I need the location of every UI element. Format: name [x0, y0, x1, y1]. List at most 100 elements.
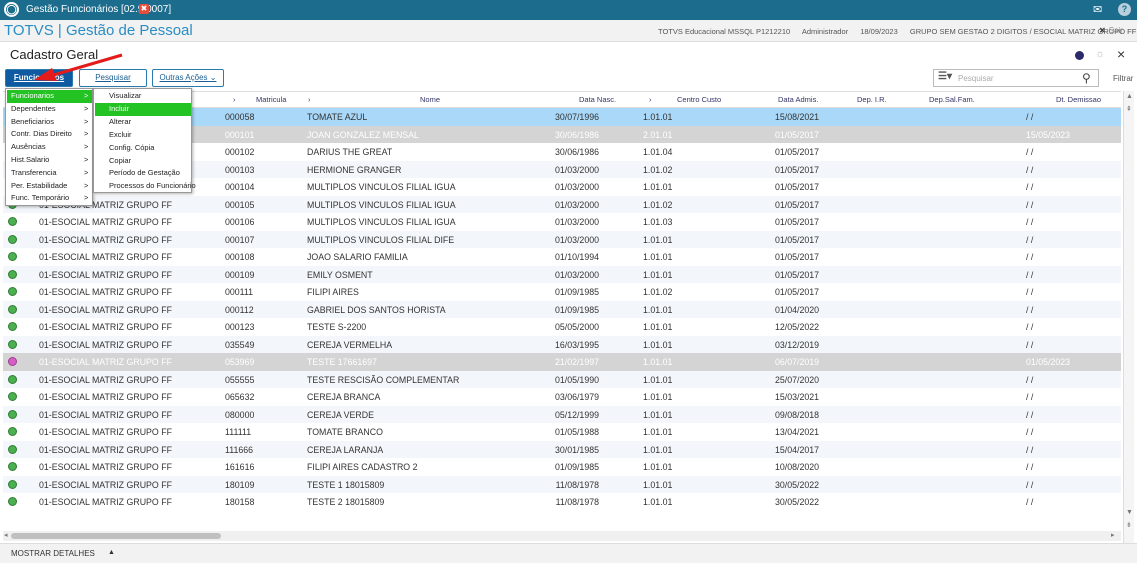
cell-cc: 1.01.01 — [643, 322, 673, 332]
table-row[interactable]: 01-ESOCIAL MATRIZ GRUPO FF 035549 CEREJA V… — [3, 335, 1121, 353]
submenu-item[interactable]: Período de Gestação — [109, 168, 180, 178]
show-details-button[interactable]: MOSTRAR DETALHES — [11, 549, 95, 558]
table-row[interactable]: 01-ESOCIAL MATRIZ GRUPO FF 161616 FILIPI A… — [3, 458, 1121, 476]
cell-matricula: 000108 — [225, 252, 255, 262]
col-dep-sal-fam[interactable]: Dep.Sal.Fam. — [929, 95, 975, 104]
mail-icon[interactable]: ✉ — [1093, 4, 1103, 16]
cell-nome: HERMIONE GRANGER — [307, 164, 402, 175]
cell-filial: 01-ESOCIAL MATRIZ GRUPO FF — [39, 287, 172, 297]
menu-item[interactable]: Contr. Dias Direito > — [7, 128, 92, 141]
horizontal-scrollbar[interactable]: ◂ ▸ — [3, 531, 1121, 541]
menu-item[interactable]: Dependentes > — [7, 103, 92, 116]
app-header: TOTVS | Gestão de Pessoal TOTVS Educacio… — [0, 20, 1137, 42]
table-row[interactable]: 01-ESOCIAL MATRIZ GRUPO FF 080000 CEREJA V… — [3, 405, 1121, 423]
table-row[interactable]: 01-ESOCIAL MATRIZ GRUPO FF 000108 JOAO SAL… — [3, 248, 1121, 266]
menu-item[interactable]: Transferencia > — [7, 167, 92, 180]
col-dep-ir[interactable]: Dep. I.R. — [857, 95, 887, 104]
scroll-up-icon[interactable]: ▲ — [1126, 93, 1133, 100]
status-dot-icon — [8, 287, 17, 296]
chevron-right-icon: > — [84, 91, 89, 100]
table-row[interactable]: 01-ESOCIAL MATRIZ GRUPO FF 000112 GABRIEL … — [3, 300, 1121, 318]
cell-matricula: 111111 — [225, 427, 252, 437]
sort-icon[interactable]: › — [233, 95, 236, 104]
cell-filial: 01-ESOCIAL MATRIZ GRUPO FF — [39, 392, 172, 402]
cell-matricula: 000103 — [225, 164, 255, 175]
cell-nome: FILIPI AIRES CADASTRO 2 — [307, 462, 418, 472]
search-input[interactable]: Pesquisar — [958, 74, 994, 83]
cell-matricula: 180158 — [225, 497, 255, 507]
chevron-up-icon[interactable]: ▲ — [108, 549, 115, 556]
pesquisar-button[interactable]: Pesquisar — [79, 69, 147, 87]
scroll-thumb[interactable] — [11, 533, 221, 539]
cell-filial: 01-ESOCIAL MATRIZ GRUPO FF — [39, 269, 172, 280]
scroll-top-icon[interactable]: ⇞ — [1126, 106, 1132, 113]
cell-cc: 1.01.01 — [643, 269, 673, 280]
close-icon[interactable]: × — [1117, 46, 1126, 62]
col-dt-demissao[interactable]: Dt. Demissao — [1056, 95, 1102, 104]
sort-icon[interactable]: › — [649, 95, 652, 104]
cell-cc: 1.01.01 — [643, 497, 673, 507]
filter-button[interactable]: Filtrar — [1113, 74, 1134, 83]
cell-dem: / / — [1026, 182, 1034, 192]
cell-matricula: 000105 — [225, 199, 255, 210]
col-data-admis[interactable]: Data Admis. — [778, 95, 819, 104]
theme-dot-icon[interactable] — [1075, 51, 1084, 60]
submenu-item[interactable]: Config. Cópia — [109, 142, 155, 152]
cell-cc: 1.01.01 — [643, 409, 673, 420]
cell-admis: 15/04/2017 — [775, 444, 820, 455]
menu-item[interactable]: Ausências > — [7, 141, 92, 154]
vertical-scrollbar[interactable]: ▲ ⇞ ▼ ⇟ — [1123, 91, 1134, 543]
table-row[interactable]: 01-ESOCIAL MATRIZ GRUPO FF 065632 CEREJA B… — [3, 388, 1121, 406]
menu-item[interactable]: Hist.Salario > — [7, 154, 92, 167]
submenu-item[interactable]: Alterar — [109, 116, 132, 126]
cell-matricula: 053969 — [225, 357, 255, 367]
exit-icon: ✕ — [1099, 26, 1106, 35]
close-tab-icon[interactable]: ✖ — [139, 4, 149, 14]
table-row[interactable]: 01-ESOCIAL MATRIZ GRUPO FF 111666 CEREJA L… — [3, 440, 1121, 458]
table-row[interactable]: 01-ESOCIAL MATRIZ GRUPO FF 000111 FILIPI A… — [3, 283, 1121, 301]
col-matricula[interactable]: Matricula — [256, 95, 287, 104]
submenu-item[interactable]: Excluir — [109, 129, 132, 139]
help-icon[interactable]: ? — [1118, 3, 1131, 16]
table-row[interactable]: 01-ESOCIAL MATRIZ GRUPO FF 053969 TESTE 17… — [3, 353, 1121, 371]
table-row[interactable]: 01-ESOCIAL MATRIZ GRUPO FF 000107 MULTIPLO… — [3, 230, 1121, 248]
exit-button[interactable]: ✕ Sair — [1099, 26, 1123, 35]
cell-admis: 12/05/2022 — [775, 322, 820, 332]
table-row[interactable]: 01-ESOCIAL MATRIZ GRUPO FF 180109 TESTE 1 … — [3, 475, 1121, 493]
grid-view-icon[interactable]: ☰▾ — [938, 71, 952, 82]
col-centro-custo[interactable]: Centro Custo — [677, 95, 722, 104]
submenu-item[interactable]: Visualizar — [109, 91, 142, 100]
table-row[interactable]: 01-ESOCIAL MATRIZ GRUPO FF 055555 TESTE RE… — [3, 370, 1121, 388]
table-row[interactable]: 01-ESOCIAL MATRIZ GRUPO FF 000105 MULTIPLO… — [3, 195, 1121, 213]
search-icon[interactable]: ⚲ — [1082, 71, 1091, 85]
settings-icon[interactable]: ☼ — [1095, 48, 1106, 60]
col-data-nasc[interactable]: Data Nasc. — [579, 95, 617, 104]
menu-item[interactable]: Func. Temporário > — [7, 192, 92, 205]
scroll-down-icon[interactable]: ▼ — [1126, 509, 1133, 516]
submenu-item[interactable]: Copiar — [109, 155, 132, 165]
grid-header: › Matricula › Nome Data Nasc. › Centro C… — [3, 92, 1121, 108]
scroll-right-icon[interactable]: ▸ — [1111, 532, 1115, 539]
chevron-right-icon: > — [84, 103, 89, 113]
table-row[interactable]: 01-ESOCIAL MATRIZ GRUPO FF 000106 MULTIPLO… — [3, 213, 1121, 231]
submenu-item[interactable]: Incluir — [95, 102, 191, 116]
scroll-bottom-icon[interactable]: ⇟ — [1126, 522, 1132, 529]
scroll-left-icon[interactable]: ◂ — [4, 532, 8, 539]
menu-item[interactable]: Beneficiarios > — [7, 116, 92, 129]
outras-acoes-button[interactable]: Outras Ações ⌄ — [152, 69, 224, 87]
submenu-item[interactable]: Processos do Funcionário — [109, 181, 196, 191]
cell-nome: MULTIPLOS VINCULOS FILIAL IGUA — [307, 182, 456, 192]
cell-nome: GABRIEL DOS SANTOS HORISTA — [307, 304, 446, 315]
cell-nasc: 16/03/1995 — [554, 339, 599, 350]
table-row[interactable]: 01-ESOCIAL MATRIZ GRUPO FF 000109 EMILY OS… — [3, 265, 1121, 283]
menu-item[interactable]: Per. Estabilidade > — [7, 180, 92, 193]
col-nome[interactable]: Nome — [420, 95, 441, 104]
sort-icon[interactable]: › — [308, 95, 311, 104]
table-row[interactable]: 01-ESOCIAL MATRIZ GRUPO FF 180158 TESTE 2 … — [3, 493, 1121, 511]
table-row[interactable]: 01-ESOCIAL MATRIZ GRUPO FF 111111 TOMATE B… — [3, 423, 1121, 441]
search-box[interactable]: ☰▾ Pesquisar ⚲ — [933, 69, 1099, 87]
table-row[interactable]: 01-ESOCIAL MATRIZ GRUPO FF 000123 TESTE S-… — [3, 318, 1121, 336]
table-row[interactable]: 000102 DARIUS THE GREAT 30/06/1986 1.01.04 0… — [3, 143, 1121, 161]
status-dot-icon — [8, 234, 17, 244]
menu-item[interactable]: Funcionarios > — [7, 90, 92, 103]
